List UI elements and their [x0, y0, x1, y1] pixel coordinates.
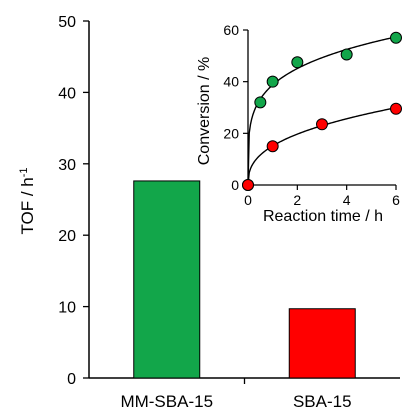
bar-sba-15 [288, 308, 356, 379]
inset-x-tick-label: 4 [343, 192, 351, 208]
main-x-ticks: MM-SBA-15 SBA-15 [120, 378, 352, 411]
inset-conversion-chart: 0 20 40 60 0 2 4 6 Reaction time / h Conversio… [196, 22, 402, 225]
inset-x-tick-label: 2 [293, 192, 301, 208]
inset-y-ticks: 0 20 40 60 [223, 22, 248, 193]
category-label: MM-SBA-15 [120, 392, 213, 411]
inset-y-tick-label: 60 [223, 22, 239, 38]
inset-x-tick-label: 6 [392, 192, 400, 208]
data-point-series-0 [340, 48, 353, 61]
inset-x-axis-label: Reaction time / h [263, 208, 383, 225]
main-y-tick-label: 10 [58, 300, 76, 317]
data-point-series-0 [266, 75, 279, 88]
main-y-tick-label: 40 [58, 85, 76, 102]
main-y-tick-label: 20 [58, 228, 76, 245]
main-y-tick-label: 50 [58, 14, 76, 31]
inset-y-axis-label: Conversion / % [196, 57, 213, 166]
main-y-axis-label-base: TOF / h [18, 177, 37, 234]
data-point-series-1 [390, 102, 402, 115]
main-y-ticks: 0 10 20 30 40 50 [58, 14, 89, 388]
inset-x-ticks: 0 2 4 6 [244, 185, 400, 208]
data-point-series-1 [266, 140, 279, 153]
inset-fit-curves [247, 36, 397, 186]
fit-curve-0 [247, 36, 397, 186]
main-y-axis-label: TOF / h-1 [18, 167, 37, 234]
data-point-series-0 [254, 96, 267, 109]
data-point-series-1 [242, 179, 254, 191]
inset-data-points [242, 31, 402, 191]
inset-y-tick-label: 0 [231, 177, 239, 193]
bar-mm-sba-15 [133, 180, 201, 379]
inset-x-tick-label: 0 [244, 192, 252, 208]
main-bars [133, 180, 356, 379]
data-point-series-1 [316, 118, 328, 131]
inset-y-tick-label: 20 [223, 125, 239, 141]
main-y-tick-label: 0 [67, 371, 76, 388]
main-y-axis-label-superscript: -1 [18, 167, 30, 177]
data-point-series-0 [390, 31, 402, 44]
data-point-series-0 [291, 56, 304, 69]
main-y-tick-label: 30 [58, 157, 76, 174]
category-label: SBA-15 [293, 392, 352, 411]
inset-y-tick-label: 40 [223, 74, 239, 90]
